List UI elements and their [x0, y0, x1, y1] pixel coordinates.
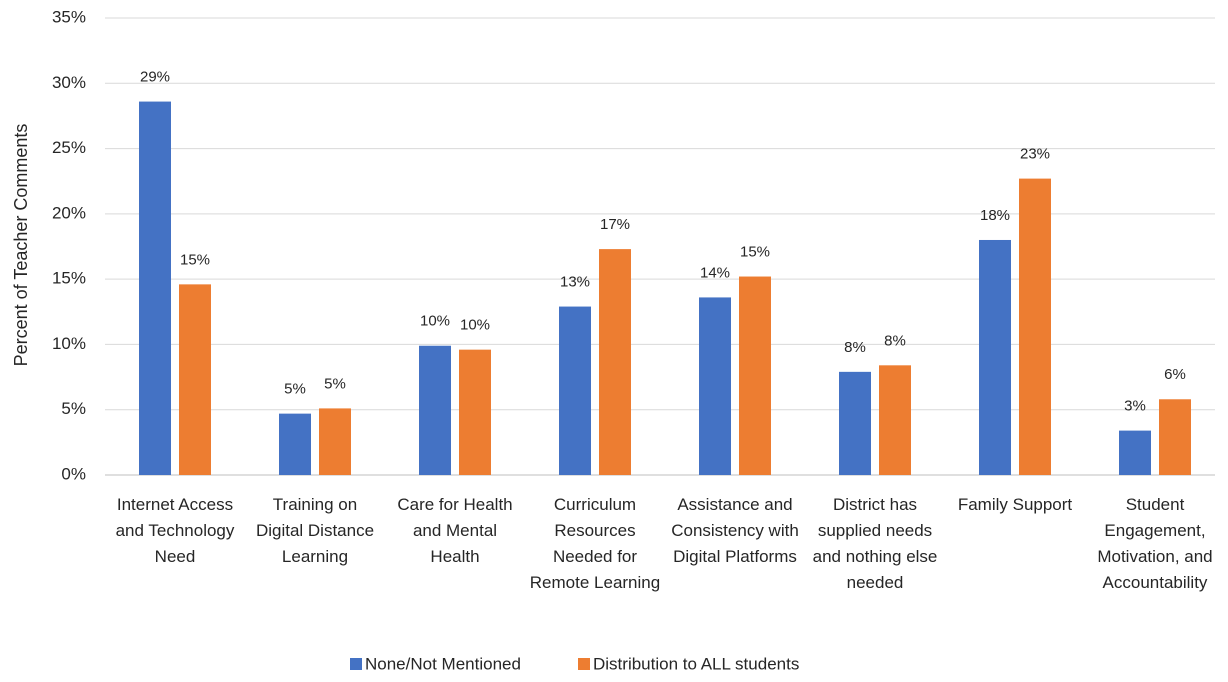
- value-label: 13%: [560, 274, 590, 291]
- x-tick-label: Care for Health and Mental Health: [397, 495, 513, 566]
- value-label: 29%: [140, 69, 170, 86]
- bar: [319, 408, 351, 475]
- legend-label: Distribution to ALL students: [593, 654, 799, 673]
- y-tick-label: 10%: [52, 334, 86, 353]
- bar: [139, 101, 171, 476]
- y-tick-label: 5%: [61, 399, 86, 418]
- value-label: 18%: [980, 207, 1010, 224]
- bar: [459, 349, 491, 475]
- value-label: 17%: [600, 216, 630, 233]
- value-label: 14%: [700, 264, 730, 281]
- bar: [1159, 399, 1191, 475]
- x-tick-label: Student Engagement, Motivation, and Acco…: [1097, 495, 1213, 592]
- value-label: 8%: [844, 339, 866, 356]
- bar: [1119, 430, 1151, 475]
- x-tick-label: Family Support: [957, 495, 1073, 514]
- y-tick-label: 30%: [52, 73, 86, 92]
- value-label: 23%: [1020, 146, 1050, 163]
- y-tick-label: 20%: [52, 203, 86, 222]
- legend-label: None/Not Mentioned: [365, 654, 521, 673]
- value-label: 8%: [884, 332, 906, 349]
- value-label: 6%: [1164, 366, 1186, 383]
- x-tick-label: Internet Access and Technology Need: [115, 495, 235, 566]
- y-tick-label: 25%: [52, 138, 86, 157]
- value-label: 10%: [460, 317, 490, 334]
- bar: [599, 249, 631, 475]
- y-axis-title: Percent of Teacher Comments: [11, 124, 31, 367]
- value-label: 3%: [1124, 398, 1146, 415]
- x-tick-label: Curriculum Resources Needed for Remote L…: [529, 495, 661, 592]
- x-tick-label: Training on Digital Distance Learning: [255, 495, 375, 566]
- bar: [979, 239, 1011, 475]
- value-label: 5%: [284, 381, 306, 398]
- y-tick-label: 0%: [61, 464, 86, 483]
- x-tick-label: Assistance and Consistency with Digital …: [671, 495, 799, 566]
- bar: [1019, 178, 1051, 476]
- bar: [879, 365, 911, 475]
- x-tick-label: District has supplied needs and nothing …: [812, 495, 938, 592]
- bar: [179, 284, 211, 475]
- legend-swatch: [350, 658, 362, 670]
- value-label: 5%: [324, 375, 346, 392]
- value-label: 15%: [180, 251, 210, 268]
- legend-swatch: [578, 658, 590, 670]
- value-label: 10%: [420, 313, 450, 330]
- value-label: 15%: [740, 244, 770, 261]
- bar: [699, 297, 731, 475]
- bar: [839, 371, 871, 475]
- y-tick-label: 35%: [52, 7, 86, 26]
- y-tick-label: 15%: [52, 269, 86, 288]
- bar: [559, 306, 591, 475]
- bar: [419, 345, 451, 475]
- bar: [279, 413, 311, 475]
- bar: [739, 276, 771, 475]
